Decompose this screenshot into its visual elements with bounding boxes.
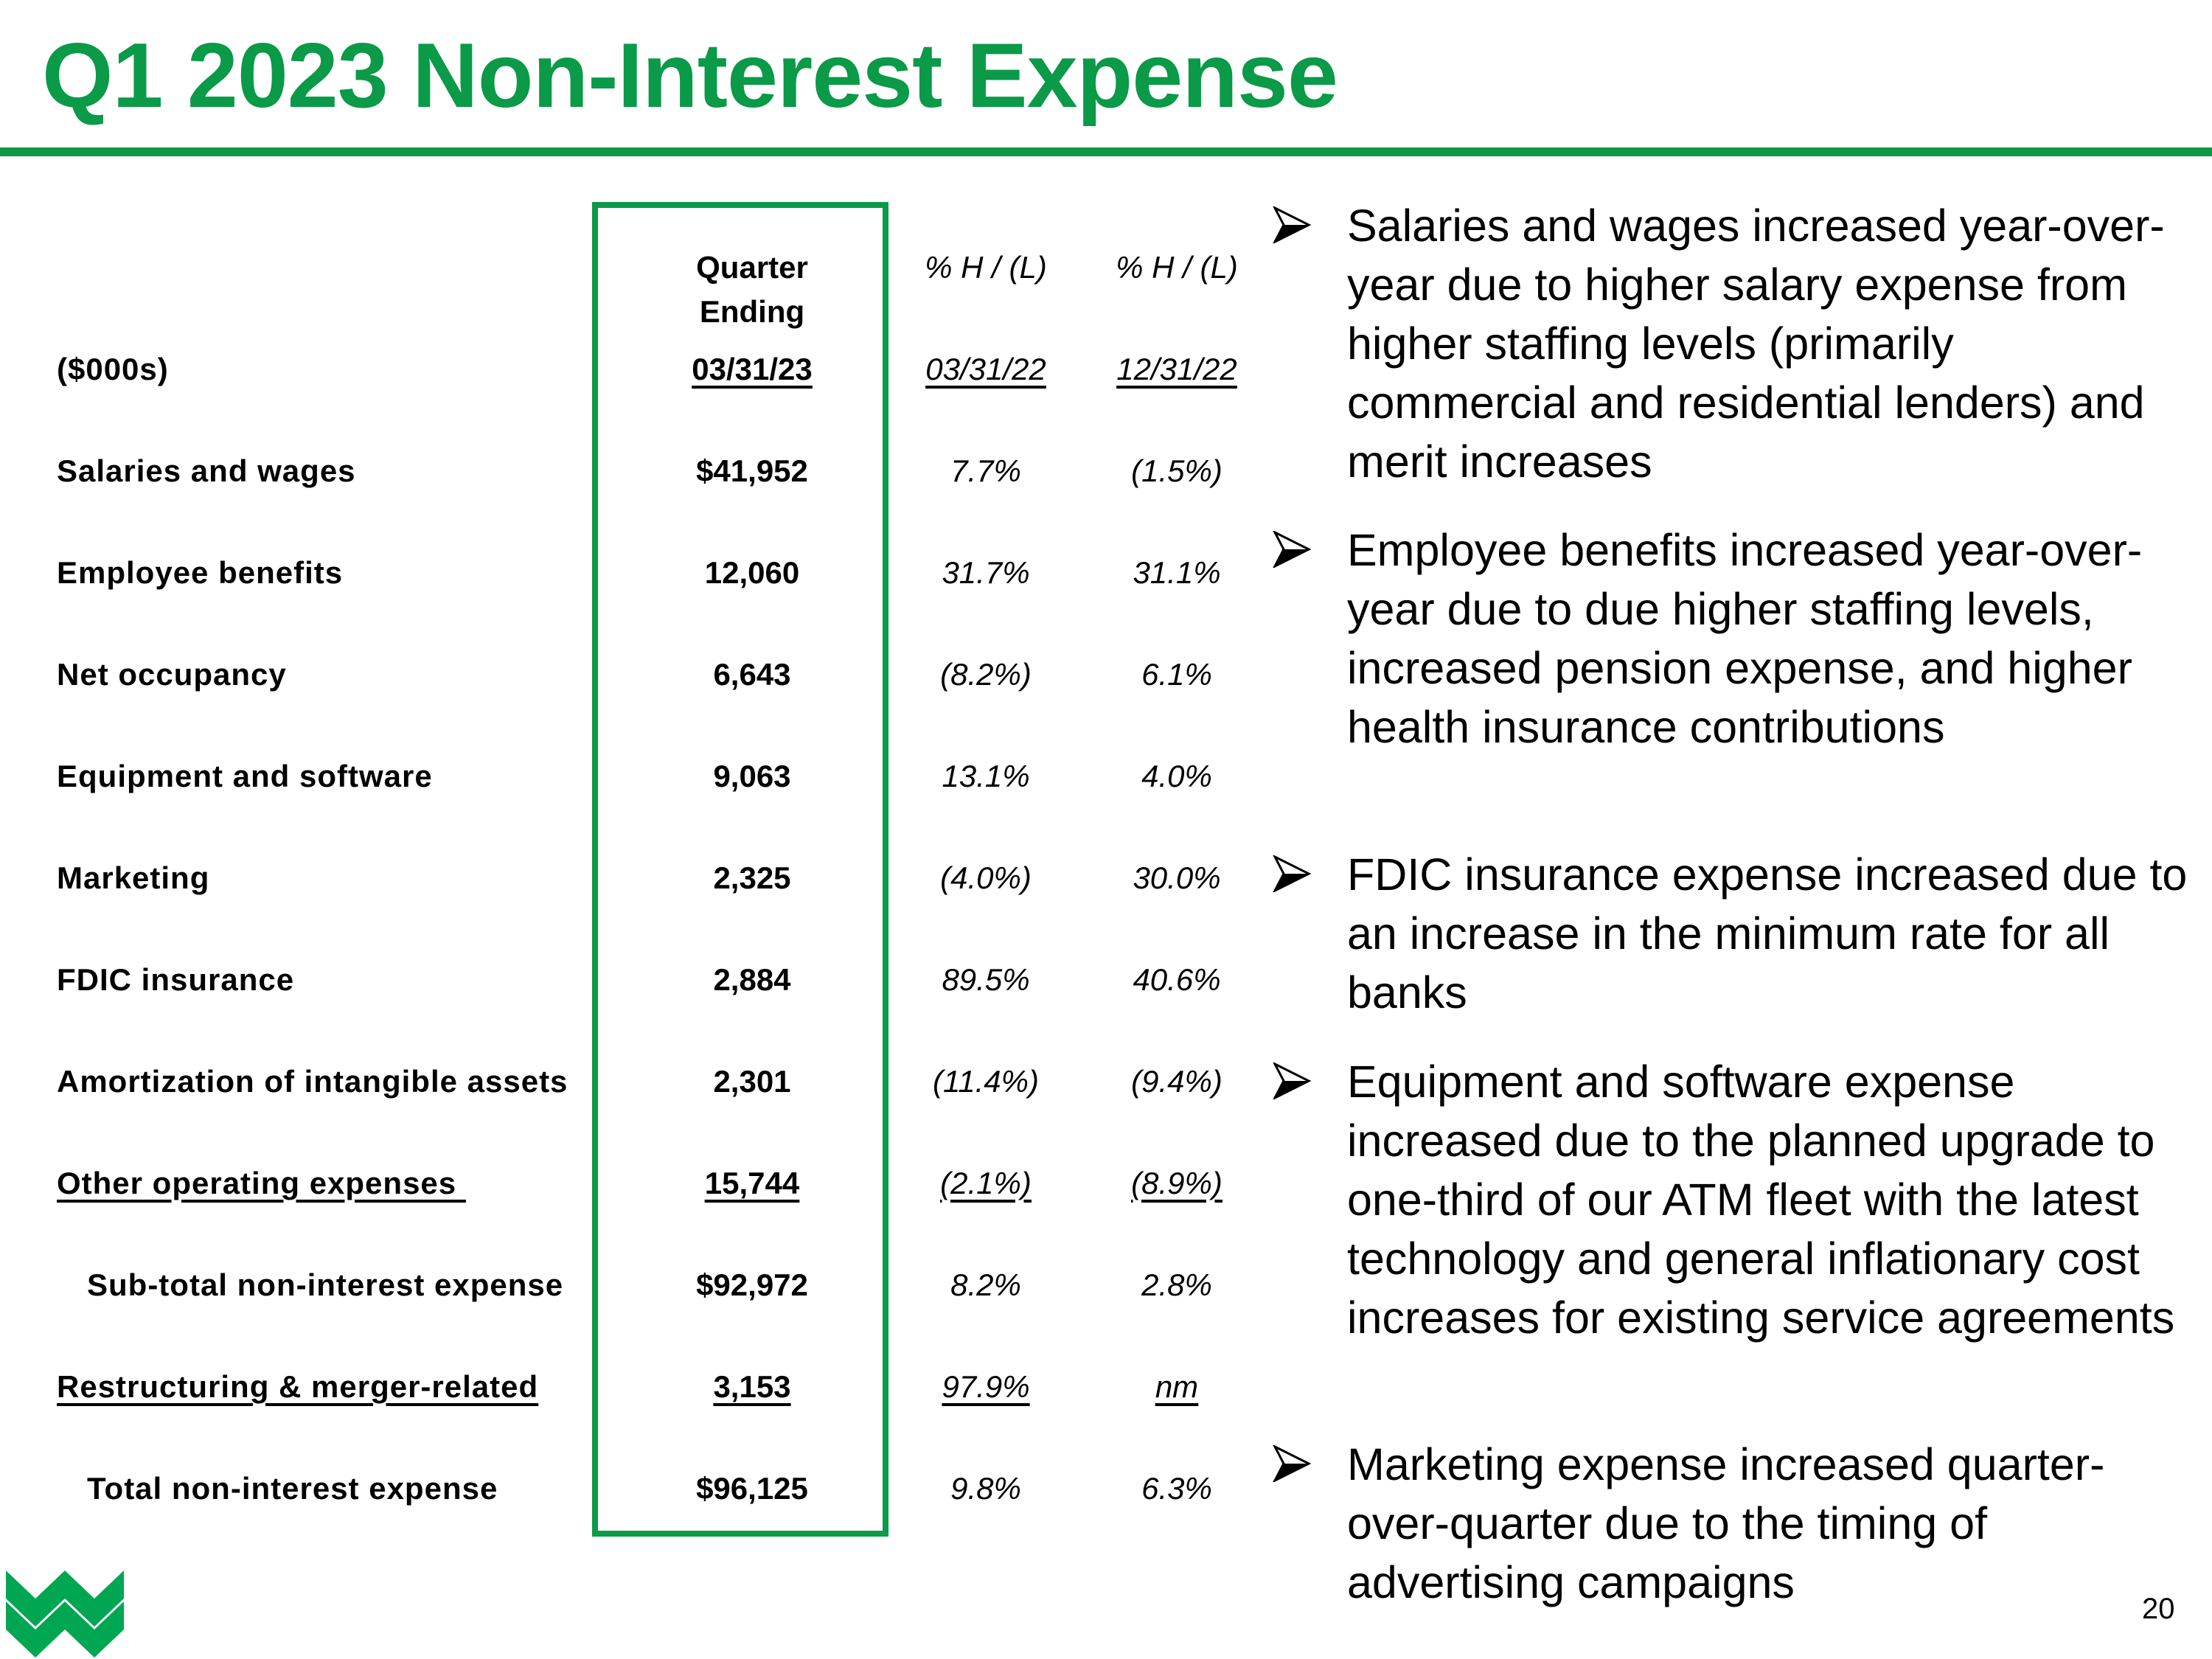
row-pct-prior-year: (4.0%) — [940, 860, 1032, 895]
row-label: Marketing — [57, 860, 210, 895]
row-label: Employee benefits — [57, 555, 344, 590]
title-divider — [0, 147, 2212, 156]
arrowhead-bullet-icon — [1273, 206, 1312, 243]
current-quarter-highlight-box — [592, 202, 888, 1537]
row-pct-prior-year: (11.4%) — [933, 1064, 1039, 1099]
row-pct-prior-quarter: 4.0% — [1141, 759, 1212, 793]
table-row: Sub-total non-interest expense $92,972 8.2… — [0, 1263, 1268, 1307]
header-pct-1: % H / (L) — [925, 250, 1047, 285]
table-row: Marketing 2,325 (4.0%) 30.0% — [0, 856, 1268, 900]
row-pct-prior-quarter: 30.0% — [1133, 860, 1221, 895]
row-value-current: 3,153 — [713, 1369, 791, 1404]
row-pct-prior-quarter: (1.5%) — [1131, 453, 1222, 488]
arrowhead-bullet-icon — [1273, 1445, 1312, 1482]
header-pct-2: % H / (L) — [1116, 250, 1238, 285]
page-title: Q1 2023 Non-Interest Expense — [42, 25, 1338, 127]
table-units-row: ($000s) 03/31/23 03/31/22 12/31/22 — [0, 347, 1268, 392]
row-pct-prior-quarter: 6.3% — [1141, 1471, 1212, 1506]
header-quarter-ending: Quarter Ending — [696, 250, 808, 329]
table-row: Net occupancy 6,643 (8.2%) 6.1% — [0, 653, 1268, 697]
row-pct-prior-quarter: 31.1% — [1133, 555, 1221, 590]
row-value-current: 15,744 — [704, 1166, 800, 1200]
bullet-text: Equipment and software expense increased… — [1347, 1057, 2175, 1343]
table-row: Other operating expenses 15,744 (2.1%) (8.… — [0, 1161, 1268, 1206]
table-header-row: Quarter Ending % H / (L) % H / (L) — [0, 246, 1268, 329]
row-value-current: $96,125 — [696, 1471, 808, 1506]
page-number: 20 — [2142, 1593, 2175, 1625]
row-pct-prior-quarter: 2.8% — [1141, 1267, 1212, 1302]
row-label: Net occupancy — [57, 657, 287, 692]
row-pct-prior-year: 7.7% — [950, 453, 1021, 488]
row-pct-prior-year: 97.9% — [942, 1369, 1030, 1404]
row-value-current: 12,060 — [704, 555, 800, 590]
row-label: FDIC insurance — [57, 962, 295, 997]
row-label: Total non-interest expense — [87, 1471, 498, 1506]
row-label: Restructuring & merger-related — [57, 1369, 539, 1404]
row-pct-prior-quarter: 6.1% — [1141, 657, 1212, 692]
table-row: Amortization of intangible assets 2,301 (1… — [0, 1060, 1268, 1104]
arrowhead-bullet-icon — [1273, 855, 1312, 892]
row-label: Salaries and wages — [57, 453, 356, 488]
arrowhead-bullet-icon — [1273, 1062, 1312, 1099]
row-value-current: 2,325 — [713, 860, 791, 895]
row-value-current: 2,301 — [713, 1064, 791, 1099]
date-prior-year: 03/31/22 — [925, 352, 1046, 386]
row-pct-prior-year: 31.7% — [942, 555, 1030, 590]
date-current: 03/31/23 — [692, 352, 813, 386]
row-value-current: $92,972 — [696, 1267, 808, 1302]
row-pct-prior-year: 9.8% — [950, 1471, 1021, 1506]
row-value-current: $41,952 — [696, 453, 808, 488]
row-pct-prior-quarter: nm — [1155, 1369, 1199, 1404]
row-pct-prior-quarter: 40.6% — [1133, 962, 1221, 997]
units-label: ($000s) — [57, 352, 169, 386]
table-row: Equipment and software 9,063 13.1% 4.0% — [0, 754, 1268, 799]
bullet-text: Salaries and wages increased year-over-y… — [1347, 201, 2165, 487]
table-row: Salaries and wages $41,952 7.7% (1.5%) — [0, 449, 1268, 493]
row-pct-prior-quarter: (8.9%) — [1131, 1166, 1222, 1200]
row-label: Amortization of intangible assets — [57, 1064, 568, 1099]
row-pct-prior-year: (2.1%) — [940, 1166, 1032, 1200]
date-prior-quarter: 12/31/22 — [1116, 352, 1237, 386]
bullet-text: Employee benefits increased year-over-ye… — [1347, 525, 2143, 752]
arrowhead-bullet-icon — [1273, 531, 1312, 568]
row-label: Other operating expenses — [57, 1166, 466, 1200]
table-row: Total non-interest expense $96,125 9.8% 6.3… — [0, 1467, 1268, 1511]
table-row: Employee benefits 12,060 31.7% 31.1% — [0, 551, 1268, 595]
row-value-current: 9,063 — [713, 759, 791, 793]
row-value-current: 2,884 — [713, 962, 791, 997]
bullet-text: FDIC insurance expense increased due to … — [1347, 849, 2188, 1018]
row-label: Equipment and software — [57, 759, 433, 793]
row-label: Sub-total non-interest expense — [87, 1267, 564, 1302]
table-row: FDIC insurance 2,884 89.5% 40.6% — [0, 958, 1268, 1002]
bank-logo-icon — [6, 1571, 124, 1658]
bullet-text: Marketing expense increased quarter-over… — [1347, 1439, 2105, 1607]
row-pct-prior-year: 89.5% — [942, 962, 1030, 997]
row-value-current: 6,643 — [713, 657, 791, 692]
table-row: Restructuring & merger-related 3,153 97.9%… — [0, 1365, 1268, 1409]
row-pct-prior-year: (8.2%) — [940, 657, 1032, 692]
row-pct-prior-quarter: (9.4%) — [1131, 1064, 1222, 1099]
row-pct-prior-year: 8.2% — [950, 1267, 1021, 1302]
row-pct-prior-year: 13.1% — [942, 759, 1030, 793]
